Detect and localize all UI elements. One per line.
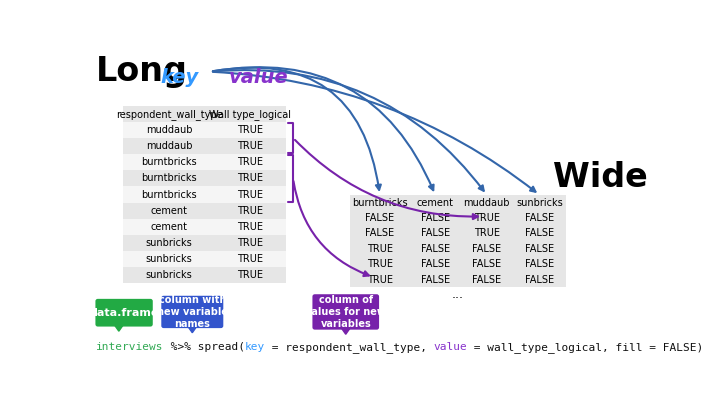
Text: sunbricks: sunbricks [516, 198, 563, 208]
FancyBboxPatch shape [96, 299, 153, 326]
Text: TRUE: TRUE [238, 125, 264, 135]
Text: TRUE: TRUE [238, 141, 264, 151]
FancyBboxPatch shape [123, 154, 286, 170]
Text: key: key [245, 342, 265, 352]
Text: column with
new variable
names: column with new variable names [157, 295, 228, 328]
Text: ...: ... [451, 288, 464, 301]
Text: sunbricks: sunbricks [145, 238, 192, 248]
Text: interviews: interviews [96, 342, 163, 352]
Text: Long: Long [96, 55, 188, 88]
Text: TRUE: TRUE [367, 259, 393, 269]
Text: burntbricks: burntbricks [141, 157, 197, 167]
Text: value: value [229, 68, 289, 87]
Text: cement: cement [150, 206, 187, 216]
Text: FALSE: FALSE [525, 228, 554, 239]
Text: burntbricks: burntbricks [352, 198, 408, 208]
Text: FALSE: FALSE [420, 275, 450, 285]
Text: TRUE: TRUE [238, 222, 264, 232]
Text: burntbricks: burntbricks [141, 190, 197, 200]
Text: TRUE: TRUE [238, 271, 264, 280]
Text: FALSE: FALSE [472, 275, 501, 285]
Text: column of
values for new
variables: column of values for new variables [305, 295, 386, 328]
Polygon shape [187, 325, 198, 333]
FancyBboxPatch shape [350, 195, 566, 287]
Text: TRUE: TRUE [238, 254, 264, 264]
Text: value: value [433, 342, 467, 352]
Text: TRUE: TRUE [474, 228, 500, 239]
Polygon shape [114, 324, 125, 331]
Text: TRUE: TRUE [238, 157, 264, 167]
Text: FALSE: FALSE [472, 259, 501, 269]
Text: TRUE: TRUE [367, 244, 393, 254]
FancyBboxPatch shape [123, 107, 286, 284]
Text: FALSE: FALSE [525, 244, 554, 254]
Text: FALSE: FALSE [365, 213, 395, 223]
Text: Wall type_logical: Wall type_logical [210, 109, 292, 119]
Text: FALSE: FALSE [525, 275, 554, 285]
FancyBboxPatch shape [123, 219, 286, 235]
Text: FALSE: FALSE [420, 244, 450, 254]
Text: FALSE: FALSE [525, 259, 554, 269]
Text: TRUE: TRUE [238, 190, 264, 200]
Polygon shape [341, 326, 351, 334]
FancyBboxPatch shape [123, 186, 286, 202]
Text: TRUE: TRUE [238, 238, 264, 248]
Text: FALSE: FALSE [365, 228, 395, 239]
FancyBboxPatch shape [123, 122, 286, 138]
FancyBboxPatch shape [312, 294, 379, 330]
Text: cement: cement [150, 222, 187, 232]
Text: muddaub: muddaub [464, 198, 510, 208]
Text: muddaub: muddaub [145, 141, 192, 151]
Text: respondent_wall_type: respondent_wall_type [116, 109, 222, 119]
Text: FALSE: FALSE [420, 259, 450, 269]
Text: TRUE: TRUE [367, 275, 393, 285]
Text: FALSE: FALSE [472, 244, 501, 254]
Text: sunbricks: sunbricks [145, 271, 192, 280]
Text: sunbricks: sunbricks [145, 254, 192, 264]
Text: FALSE: FALSE [420, 213, 450, 223]
Text: = respondent_wall_type,: = respondent_wall_type, [265, 342, 433, 353]
Text: data.frame: data.frame [89, 308, 159, 318]
Text: burntbricks: burntbricks [141, 173, 197, 183]
Text: FALSE: FALSE [525, 213, 554, 223]
FancyBboxPatch shape [161, 296, 223, 328]
Text: cement: cement [417, 198, 454, 208]
Text: key: key [160, 68, 198, 87]
Text: TRUE: TRUE [238, 173, 264, 183]
Text: Wide: Wide [554, 162, 648, 194]
Text: = wall_type_logical, fill = FALSE): = wall_type_logical, fill = FALSE) [467, 342, 703, 353]
FancyBboxPatch shape [123, 251, 286, 267]
Text: muddaub: muddaub [145, 125, 192, 135]
Text: FALSE: FALSE [420, 228, 450, 239]
Text: %>% spread(: %>% spread( [163, 342, 245, 352]
Text: TRUE: TRUE [238, 206, 264, 216]
Text: TRUE: TRUE [474, 213, 500, 223]
